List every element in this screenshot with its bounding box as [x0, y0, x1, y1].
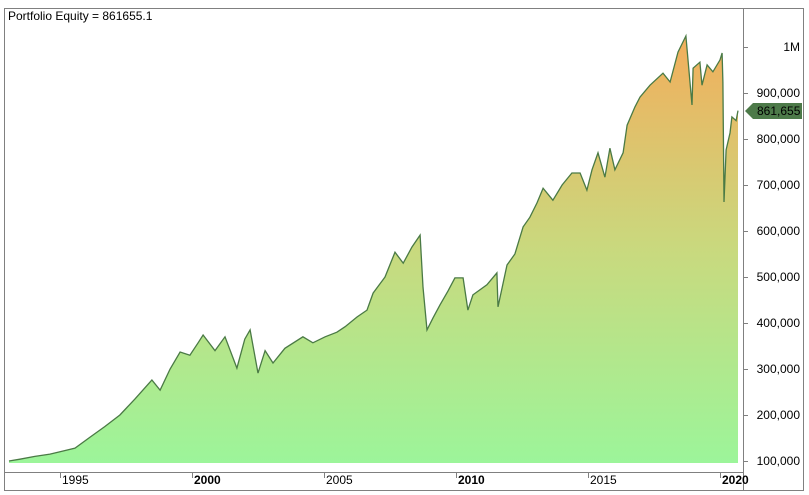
chart-frame [4, 8, 804, 491]
y-tick-label: 900,000 [756, 85, 800, 100]
x-tick-label: 2010 [458, 473, 485, 487]
y-axis-ticks [743, 47, 748, 462]
y-tick-label: 200,000 [756, 407, 800, 422]
y-tick-label: 400,000 [756, 315, 800, 330]
chart-title: Portfolio Equity = 861655.1 [8, 9, 153, 23]
x-tick-label: 2005 [326, 473, 353, 487]
y-tick-label: 1M [783, 39, 800, 54]
y-tick-label: 600,000 [756, 223, 800, 238]
last-value-badge: 861,655 [753, 102, 803, 119]
last-value-arrow-icon [745, 102, 753, 119]
y-tick-label: 100,000 [756, 453, 800, 468]
x-tick-label: 1995 [62, 473, 89, 487]
y-tick-label: 700,000 [756, 177, 800, 192]
y-tick-label: 300,000 [756, 361, 800, 376]
x-tick-label: 2020 [722, 473, 749, 487]
x-axis-ticks [60, 473, 721, 478]
equity-area [9, 36, 738, 463]
equity-line [8, 33, 739, 462]
x-tick-label: 2000 [194, 473, 221, 487]
y-tick-label: 800,000 [756, 131, 800, 146]
x-tick-label: 2015 [590, 473, 617, 487]
y-tick-label: 500,000 [756, 269, 800, 284]
